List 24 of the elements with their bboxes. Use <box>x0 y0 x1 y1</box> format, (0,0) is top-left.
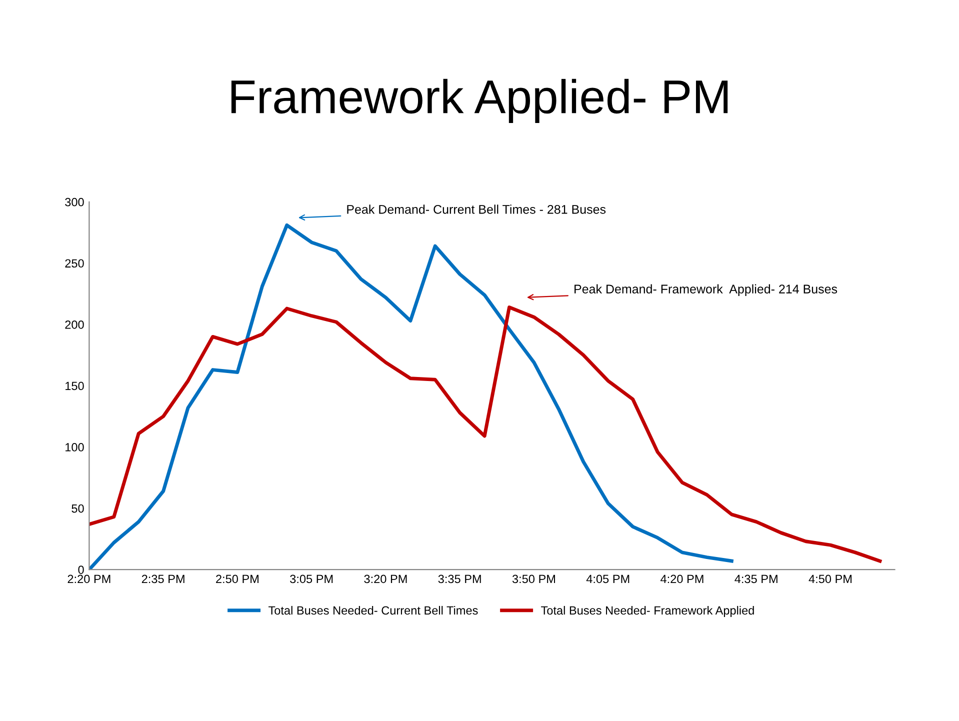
x-tick-label: 4:35 PM <box>734 574 778 584</box>
y-tick-label: 250 <box>65 259 84 268</box>
annotation: Peak Demand- Framework Applied- 214 Buses <box>574 284 838 296</box>
y-tick-label: 150 <box>66 382 84 390</box>
x-tick-label: 4:05 PM <box>586 574 630 584</box>
line-series <box>89 306 882 563</box>
x-tick-label: 2:20 PM <box>68 574 110 584</box>
x-tick-label: 3:35 PM <box>438 574 481 584</box>
y-tick-label: 50 <box>72 504 84 513</box>
y-tick-label: 0 <box>78 566 84 574</box>
x-tick-label: 3:20 PM <box>364 574 407 584</box>
x-tick-label: 4:50 PM <box>808 574 852 584</box>
x-tick-label: 3:05 PM <box>290 574 333 584</box>
y-tick-label: 100 <box>66 443 84 452</box>
x-tick-label: 2:50 PM <box>216 574 258 584</box>
annotation: Peak Demand- Current Bell Times - 281 Buses <box>347 204 606 214</box>
y-tick-label: 300 <box>65 198 84 206</box>
x-tick-label: 3:50 PM <box>512 574 555 584</box>
legend-label: Total Buses Needed- Current Bell Times <box>268 606 478 615</box>
x-tick-label: 2:35 PM <box>142 574 184 584</box>
y-tick-label: 200 <box>65 320 84 329</box>
x-tick-label: 4:20 PM <box>660 574 704 584</box>
legend-label: Total Buses Needed- Framework Applied <box>541 606 754 617</box>
chart-title: Framework Applied- PM <box>231 78 728 123</box>
